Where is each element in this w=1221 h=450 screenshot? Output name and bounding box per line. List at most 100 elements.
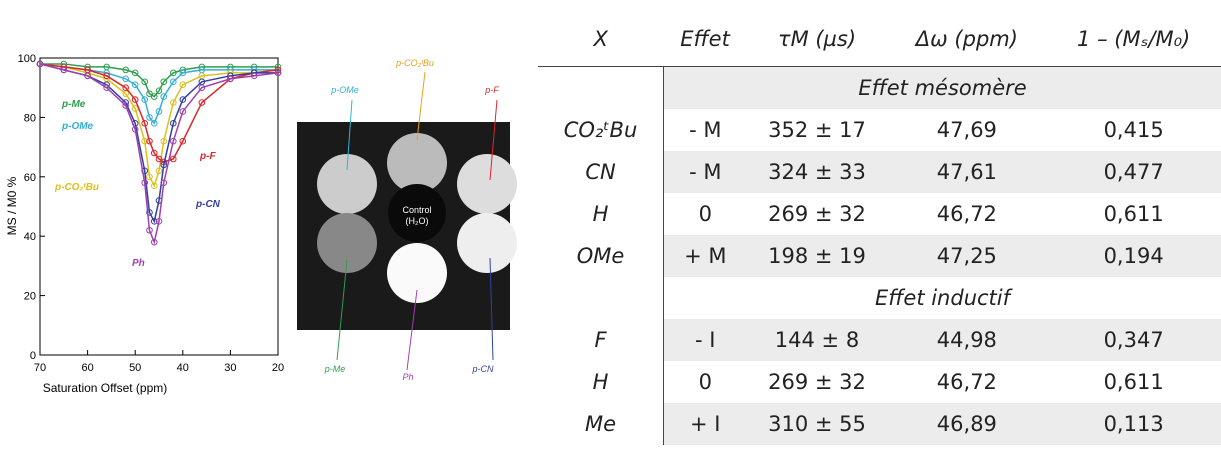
legend-label: p-F xyxy=(199,151,216,162)
data-point xyxy=(179,137,187,145)
data-point xyxy=(103,84,110,91)
pointer-line xyxy=(489,257,494,361)
data-point xyxy=(141,137,149,145)
section-row: Effet inductif xyxy=(538,277,1221,319)
data-point xyxy=(150,238,158,246)
data-point xyxy=(227,75,234,83)
data-point xyxy=(141,120,149,127)
cell: 0 xyxy=(698,370,712,394)
data-row: CN - M 324 ± 33 47,61 0,477 xyxy=(538,151,1221,193)
data-point xyxy=(198,84,206,91)
data-row: H 0 269 ± 32 46,72 0,611 xyxy=(538,193,1221,235)
plot-frame xyxy=(39,57,279,356)
data-point xyxy=(160,161,168,169)
data-point xyxy=(150,182,158,190)
data-point xyxy=(155,108,163,115)
data-point xyxy=(146,209,153,216)
y-tick-label: 40 xyxy=(24,231,36,243)
cell: - I xyxy=(663,319,747,361)
data-point xyxy=(131,96,139,103)
row-label: CN xyxy=(538,151,664,193)
cell: 0,611 xyxy=(1103,370,1164,394)
data-point xyxy=(179,96,187,103)
data-point xyxy=(141,179,149,187)
sample-label: p-CO₂ᵗBu xyxy=(395,58,434,68)
x-tick-label: 60 xyxy=(81,362,93,374)
series-line xyxy=(39,63,278,224)
data-point xyxy=(155,155,163,163)
cell: 0 xyxy=(698,202,712,226)
data-point xyxy=(122,84,129,91)
cell: 198 ± 19 xyxy=(746,235,888,277)
data-point xyxy=(103,72,110,80)
control-well xyxy=(388,184,446,242)
cell: 46,89 xyxy=(887,403,1047,445)
data-point xyxy=(155,218,163,225)
control-label: Control xyxy=(402,205,431,215)
data-point xyxy=(146,173,153,181)
control-label: (H₂O) xyxy=(406,216,429,226)
data-point xyxy=(122,75,129,83)
y-tick-label: 80 xyxy=(24,112,36,124)
series-line xyxy=(39,63,278,125)
data-point xyxy=(155,167,163,175)
sample-label: p-OMe xyxy=(330,85,359,95)
data-point xyxy=(150,120,158,127)
cell: 352 ± 17 xyxy=(768,118,866,142)
cell: 47,61 xyxy=(887,151,1047,193)
data-point xyxy=(274,69,282,77)
y-tick-label: 60 xyxy=(24,172,36,184)
sample-label: Ph xyxy=(402,372,413,382)
data-point xyxy=(169,120,177,127)
data-point xyxy=(141,78,149,86)
column-header: τM (µs) xyxy=(746,12,888,67)
column-header: Effet xyxy=(663,12,747,67)
cell: + M xyxy=(663,235,747,277)
data-point xyxy=(160,93,168,100)
section-row: Effet mésomère xyxy=(538,66,1221,109)
x-axis-title: Saturation Offset (ppm) xyxy=(43,381,168,395)
data-point xyxy=(169,99,177,106)
column-header: X xyxy=(538,12,664,67)
chart: Saturation Offset (ppm) MS / M0 % 0 20 40 6… xyxy=(5,53,284,395)
row-label: CO₂ᵗBu xyxy=(538,109,664,151)
cell: 0,113 xyxy=(1046,403,1221,445)
data-point xyxy=(155,87,163,94)
pointer-line xyxy=(489,99,498,181)
sample-well xyxy=(317,154,377,214)
mri-image: Control(H₂O) p-CO₂ᵗBu p-OMe p-F p-Me Ph p-CN xyxy=(297,58,517,382)
pointer-line xyxy=(416,71,426,141)
legend-label: p-CN xyxy=(195,199,221,210)
cell: 44,98 xyxy=(887,319,1047,361)
series-line xyxy=(39,63,279,163)
series-line xyxy=(39,63,278,188)
cell: 0,347 xyxy=(1046,319,1221,361)
row-label: OMe xyxy=(538,235,664,277)
data-point xyxy=(36,60,44,68)
x-tick-label: 40 xyxy=(177,362,189,374)
y-tick-label: 0 xyxy=(30,350,36,362)
section-title: Effet inductif xyxy=(874,286,1011,310)
data-point xyxy=(122,66,129,74)
cell: 324 ± 33 xyxy=(746,151,888,193)
data-point xyxy=(179,108,187,115)
data-point xyxy=(122,102,129,109)
data-point xyxy=(179,69,187,77)
cell: - M xyxy=(663,151,747,193)
data-point xyxy=(141,96,149,103)
sample-well xyxy=(457,154,517,214)
sample-well xyxy=(387,243,447,303)
data-point xyxy=(131,125,139,133)
row-label: Me xyxy=(538,403,664,445)
legend-label: p-CO₂ᵗBu xyxy=(54,182,99,193)
sample-well xyxy=(317,213,377,273)
data-row: Me + I 310 ± 55 46,89 0,113 xyxy=(538,403,1221,445)
cell: 0,611 xyxy=(1103,202,1164,226)
data-row: OMe + M 198 ± 19 47,25 0,194 xyxy=(538,235,1221,277)
sample-well xyxy=(457,213,517,273)
cell: 310 ± 55 xyxy=(746,403,888,445)
legend-label: p-OMe xyxy=(61,121,94,132)
header-row: X Effet τM (µs) Δω (ppm) 1 – (Mₛ/M₀) xyxy=(538,12,1221,67)
pointer-line xyxy=(336,259,348,361)
